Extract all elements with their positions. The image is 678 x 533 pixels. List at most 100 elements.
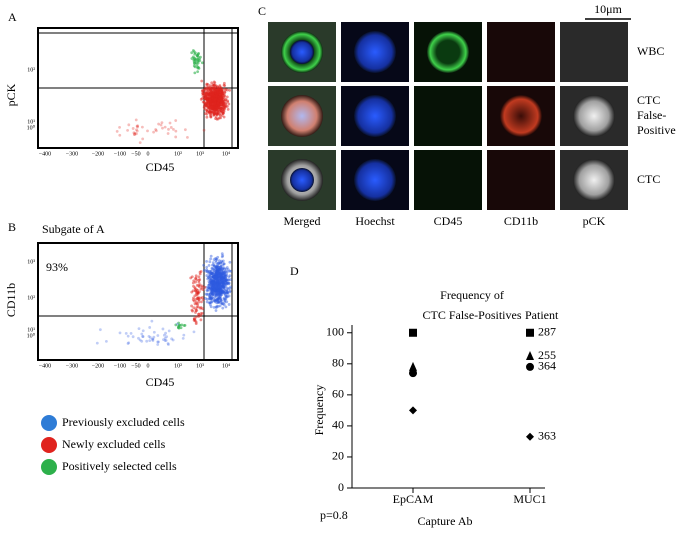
event-dot — [225, 281, 229, 285]
event-dot — [218, 278, 222, 282]
event-dot — [207, 264, 211, 267]
event-dot — [208, 296, 212, 300]
event-dot — [211, 272, 215, 276]
scale-bar-label: 10μm — [594, 2, 622, 16]
event-dot — [215, 270, 219, 273]
event-dot — [220, 275, 224, 278]
column-label: Hoechst — [355, 214, 395, 228]
event-dot — [209, 280, 213, 284]
y-tick-label: 10³ — [27, 259, 35, 265]
event-dot — [197, 52, 200, 55]
event-dot — [156, 343, 160, 346]
event-dot — [217, 289, 221, 292]
event-dot — [215, 283, 219, 287]
event-dot — [216, 285, 220, 289]
event-dot — [215, 283, 219, 287]
event-dot — [218, 283, 222, 287]
event-dot — [194, 280, 197, 284]
event-dot — [218, 261, 222, 265]
event-dot — [137, 327, 141, 331]
event-dot — [161, 126, 164, 130]
event-dot — [215, 283, 219, 287]
event-dot — [226, 268, 230, 271]
x-tick-label: −100 — [114, 363, 126, 369]
series-label: 363 — [538, 429, 556, 443]
event-dot — [182, 333, 186, 337]
event-dot — [208, 303, 212, 307]
event-dot — [217, 261, 221, 265]
event-dot — [191, 49, 195, 52]
event-dot — [215, 270, 219, 274]
event-dot — [215, 287, 219, 291]
event-dot — [208, 301, 212, 305]
event-dot — [215, 106, 218, 110]
event-dot — [206, 269, 209, 273]
event-dot — [223, 269, 227, 273]
event-dot — [215, 289, 218, 293]
event-dot — [210, 105, 214, 109]
event-dot — [218, 275, 222, 279]
event-dot — [150, 319, 154, 323]
event-dot — [217, 276, 220, 280]
event-dot — [218, 290, 222, 293]
event-dot — [126, 334, 130, 338]
event-dot — [208, 105, 212, 109]
event-dot — [219, 289, 223, 293]
event-dot — [215, 293, 219, 296]
event-dot — [217, 267, 221, 271]
row-label: False- — [637, 108, 666, 122]
event-dot — [217, 272, 221, 276]
event-dot — [213, 274, 216, 278]
event-dot — [208, 292, 212, 296]
event-dot — [217, 277, 221, 281]
event-dot — [210, 291, 214, 294]
event-dot — [207, 271, 211, 275]
event-dot — [191, 281, 195, 285]
event-dot — [222, 276, 226, 279]
event-dot — [211, 280, 215, 284]
event-dot — [212, 289, 216, 293]
event-dot — [206, 289, 209, 293]
event-dot — [195, 288, 199, 292]
event-dot — [215, 298, 219, 302]
event-dot — [213, 282, 217, 285]
event-dot — [224, 278, 228, 282]
event-dot — [225, 281, 229, 285]
event-dot — [223, 291, 227, 295]
event-dot — [221, 263, 225, 267]
event-dot — [214, 94, 218, 98]
event-dot — [220, 274, 223, 278]
event-dot — [214, 289, 218, 293]
event-dot — [219, 285, 223, 289]
event-dot — [215, 273, 218, 277]
event-dot — [212, 275, 216, 279]
event-dot — [225, 270, 229, 274]
event-dot — [199, 296, 203, 300]
event-dot — [217, 270, 221, 274]
event-dot — [216, 281, 220, 285]
event-dot — [211, 285, 215, 289]
event-dot — [200, 286, 204, 289]
event-dot — [217, 259, 221, 263]
event-dot — [219, 276, 223, 280]
event-dot — [213, 277, 217, 281]
event-dot — [217, 283, 221, 287]
event-dot — [213, 286, 217, 290]
event-dot — [219, 299, 223, 302]
event-dot — [227, 278, 231, 282]
event-dot — [214, 281, 218, 284]
event-dot — [217, 269, 221, 273]
event-dot — [222, 270, 225, 274]
event-dot — [213, 108, 217, 112]
event-dot — [208, 292, 212, 296]
event-dot — [215, 263, 219, 266]
event-dot — [212, 275, 215, 279]
cell — [290, 40, 314, 64]
event-dot — [216, 282, 220, 286]
event-dot — [201, 288, 205, 291]
event-dot — [214, 292, 218, 296]
event-dot — [215, 281, 219, 285]
event-dot — [225, 289, 229, 293]
event-dot — [208, 84, 212, 87]
event-dot — [220, 275, 224, 279]
